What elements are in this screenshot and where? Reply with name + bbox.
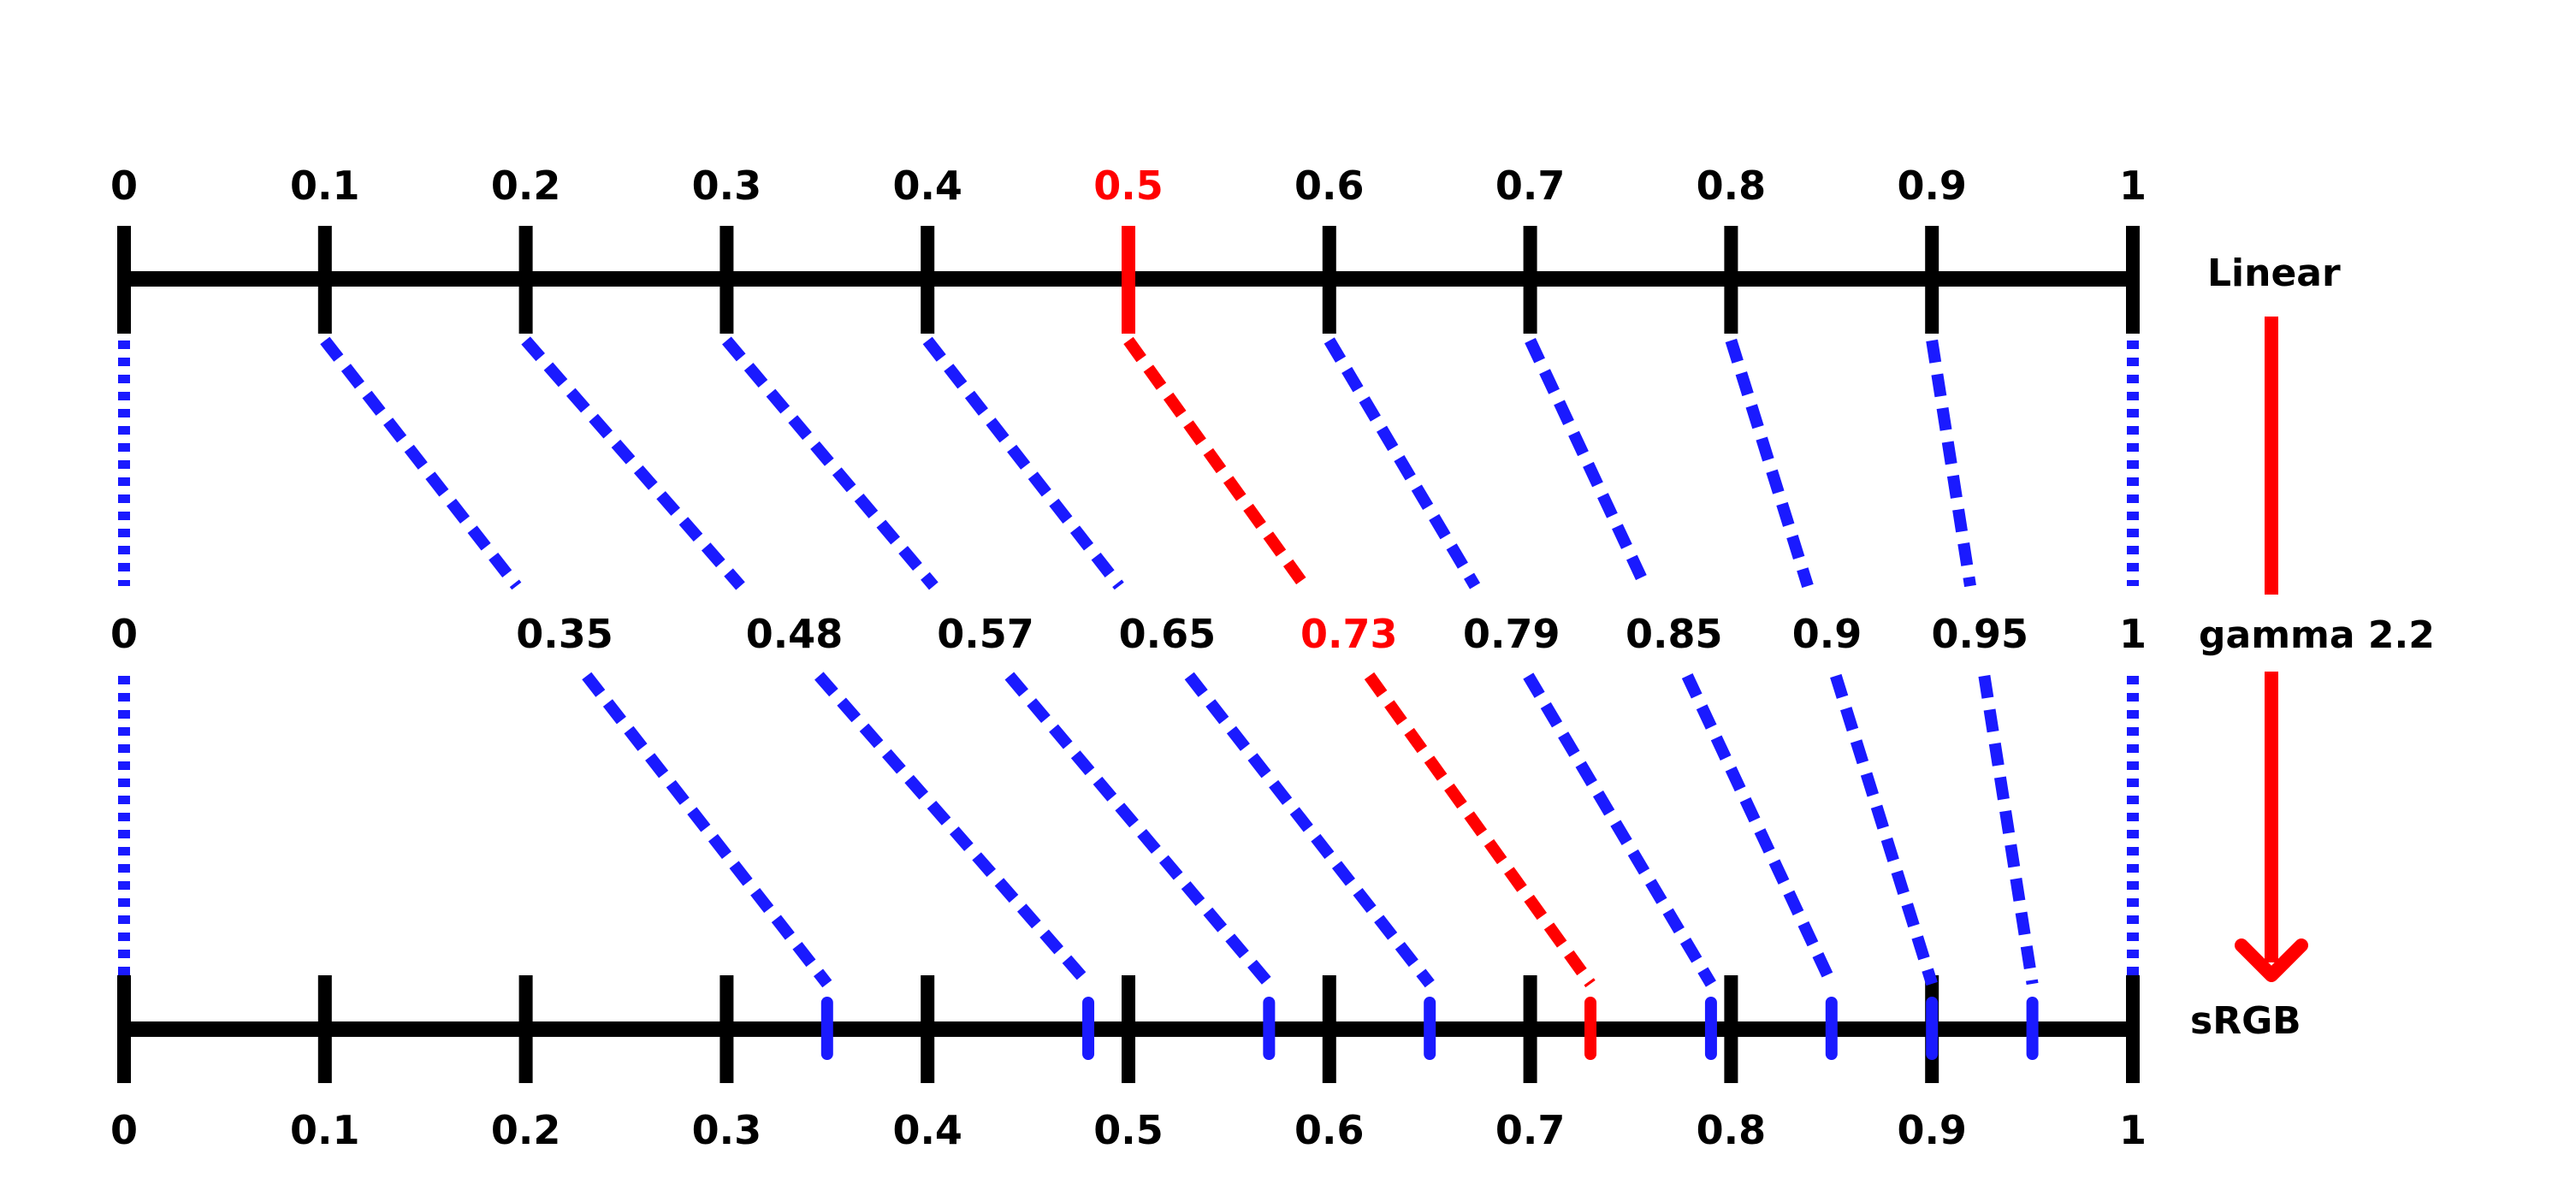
srgb-tick-label: 1 (2119, 1107, 2147, 1153)
gamma-value-label: 0.48 (746, 611, 844, 657)
linear-tick-label: 0.1 (290, 163, 360, 209)
gamma-value-label: 0 (110, 611, 138, 657)
linear-tick-label: 0.8 (1697, 163, 1767, 209)
mapping-line-lower (1978, 674, 2039, 986)
gamma-value-label: 0.9 (1792, 611, 1862, 657)
gamma-value-labels: 0 0.35 0.48 0.57 0.65 0.73 0.79 0.85 0.9 0.95 1 (110, 611, 2147, 657)
mapping-line-lower (814, 672, 1093, 988)
linear-tick-label: 0.4 (892, 163, 962, 209)
gamma-value-label: 0.95 (1931, 611, 2028, 657)
linear-scale-title: Linear (2207, 252, 2341, 295)
gamma-value-label: 0.57 (937, 611, 1034, 657)
mapping-line-upper (1324, 337, 1481, 589)
gamma-value-label: 0.35 (516, 611, 613, 657)
linear-tick-label: 0.2 (491, 163, 561, 209)
linear-tick-label: 0.3 (692, 163, 762, 209)
gamma-value-label: 0.65 (1119, 611, 1217, 657)
mapping-line-lower (1184, 672, 1435, 988)
mapping-line-lower (1523, 672, 1716, 987)
mapping-line-upper (1926, 339, 1976, 588)
srgb-tick-label: 0.6 (1294, 1107, 1365, 1153)
mapping-line-lower (1364, 672, 1596, 988)
mapping-line-upper (1725, 338, 1814, 589)
srgb-tick-label: 0 (110, 1107, 138, 1153)
gamma-value-label: 0.73 (1300, 611, 1398, 657)
gamma-value-label: 1 (2119, 611, 2147, 657)
linear-tick-labels: 0 0.1 0.2 0.3 0.4 0.5 0.6 0.7 0.8 0.9 1 (110, 163, 2147, 209)
arrow-head-icon (2235, 938, 2308, 982)
srgb-mapped-markers (820, 997, 2039, 1060)
srgb-tick-label: 0.2 (491, 1107, 561, 1153)
linear-tick-label: 0 (110, 163, 138, 209)
linear-tick-label: 0.6 (1294, 163, 1365, 209)
linear-tick-label: 0.5 (1093, 163, 1164, 209)
mapping-line-upper (1525, 338, 1651, 589)
srgb-tick-label: 0.3 (692, 1107, 762, 1153)
mapping-line-upper (922, 336, 1124, 590)
gamma-value-label: 0.85 (1626, 611, 1723, 657)
linear-ticks (117, 226, 2140, 334)
srgb-tick-labels: 0 0.1 0.2 0.3 0.4 0.5 0.6 0.7 0.8 0.9 1 (110, 1107, 2147, 1153)
gamma-value-label: 0.79 (1463, 611, 1560, 657)
mapping-lines (118, 336, 2139, 988)
srgb-tick-label: 0.5 (1093, 1107, 1164, 1153)
srgb-tick-label: 0.1 (290, 1107, 360, 1153)
mapping-line-upper (320, 336, 522, 590)
linear-tick-label: 0.7 (1495, 163, 1566, 209)
srgb-tick-label: 0.7 (1495, 1107, 1566, 1153)
srgb-tick-label: 0.8 (1697, 1107, 1767, 1153)
mapping-line-upper (722, 336, 939, 590)
srgb-ticks (117, 975, 2140, 1083)
mapping-line-lower (1681, 673, 1838, 986)
mapping-line-lower (582, 672, 832, 988)
gamma-scale-title: gamma 2.2 (2199, 613, 2435, 657)
mapping-line-lower (1830, 673, 1938, 986)
srgb-tick-label: 0.4 (892, 1107, 962, 1153)
mapping-line-upper (1123, 336, 1310, 590)
linear-tick-label: 0.9 (1897, 163, 1967, 209)
mapping-line-upper (521, 336, 745, 590)
srgb-scale-title: sRGB (2190, 999, 2301, 1043)
srgb-tick-label: 0.9 (1897, 1107, 1967, 1153)
linear-tick-label: 1 (2119, 163, 2147, 209)
